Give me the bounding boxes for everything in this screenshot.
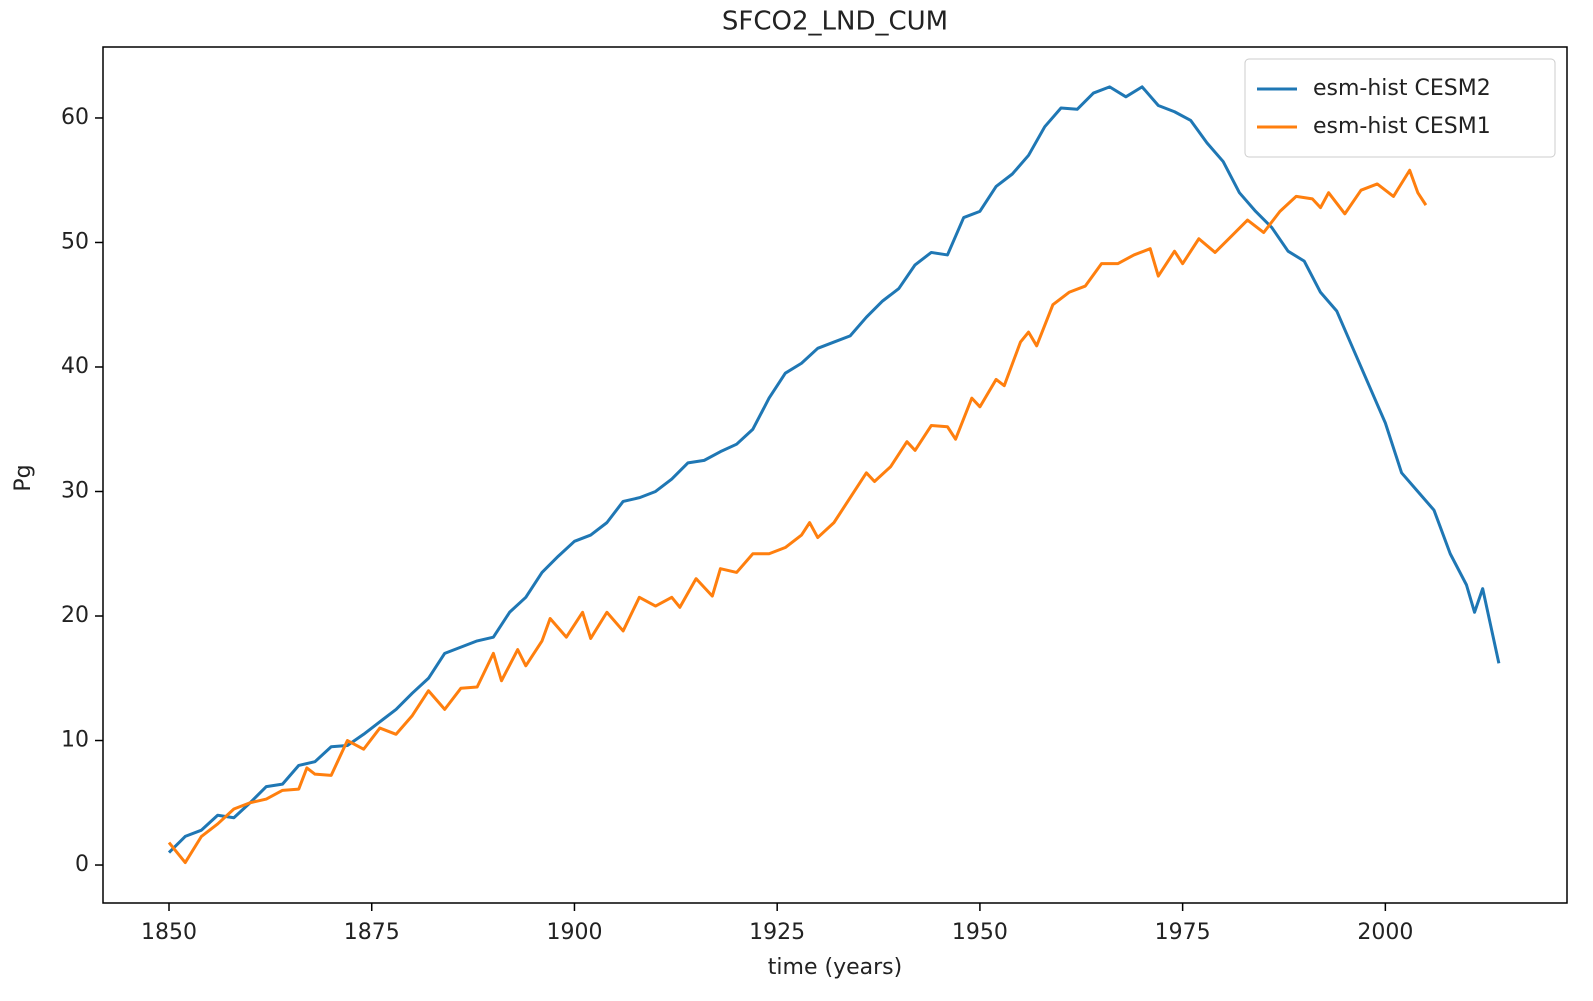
x-tick-label: 1950 bbox=[952, 920, 1008, 945]
chart-title: SFCO2_LND_CUM bbox=[722, 7, 948, 37]
series-line bbox=[167, 85, 1501, 854]
y-tick-label: 40 bbox=[61, 354, 89, 379]
plot-frame bbox=[102, 46, 1568, 904]
y-tick-label: 20 bbox=[61, 603, 89, 628]
x-axis-label: time (years) bbox=[768, 955, 902, 980]
x-tick-label: 1975 bbox=[1155, 920, 1211, 945]
y-tick-label: 50 bbox=[61, 229, 89, 254]
y-tick-label: 60 bbox=[61, 105, 89, 130]
y-tick-label: 10 bbox=[61, 728, 89, 753]
x-tick-label: 2000 bbox=[1357, 920, 1413, 945]
y-tick-label: 0 bbox=[75, 852, 89, 877]
series-line bbox=[167, 168, 1428, 865]
x-tick-label: 1875 bbox=[344, 920, 400, 945]
x-tick-label: 1850 bbox=[141, 920, 197, 945]
legend-label: esm-hist CESM1 bbox=[1313, 114, 1491, 139]
x-tick-label: 1900 bbox=[546, 920, 602, 945]
legend-box bbox=[1244, 58, 1556, 158]
y-tick-label: 30 bbox=[61, 478, 89, 503]
legend-label: esm-hist CESM2 bbox=[1313, 76, 1491, 101]
x-tick-label: 1925 bbox=[749, 920, 805, 945]
y-axis-label: Pg bbox=[11, 464, 36, 491]
